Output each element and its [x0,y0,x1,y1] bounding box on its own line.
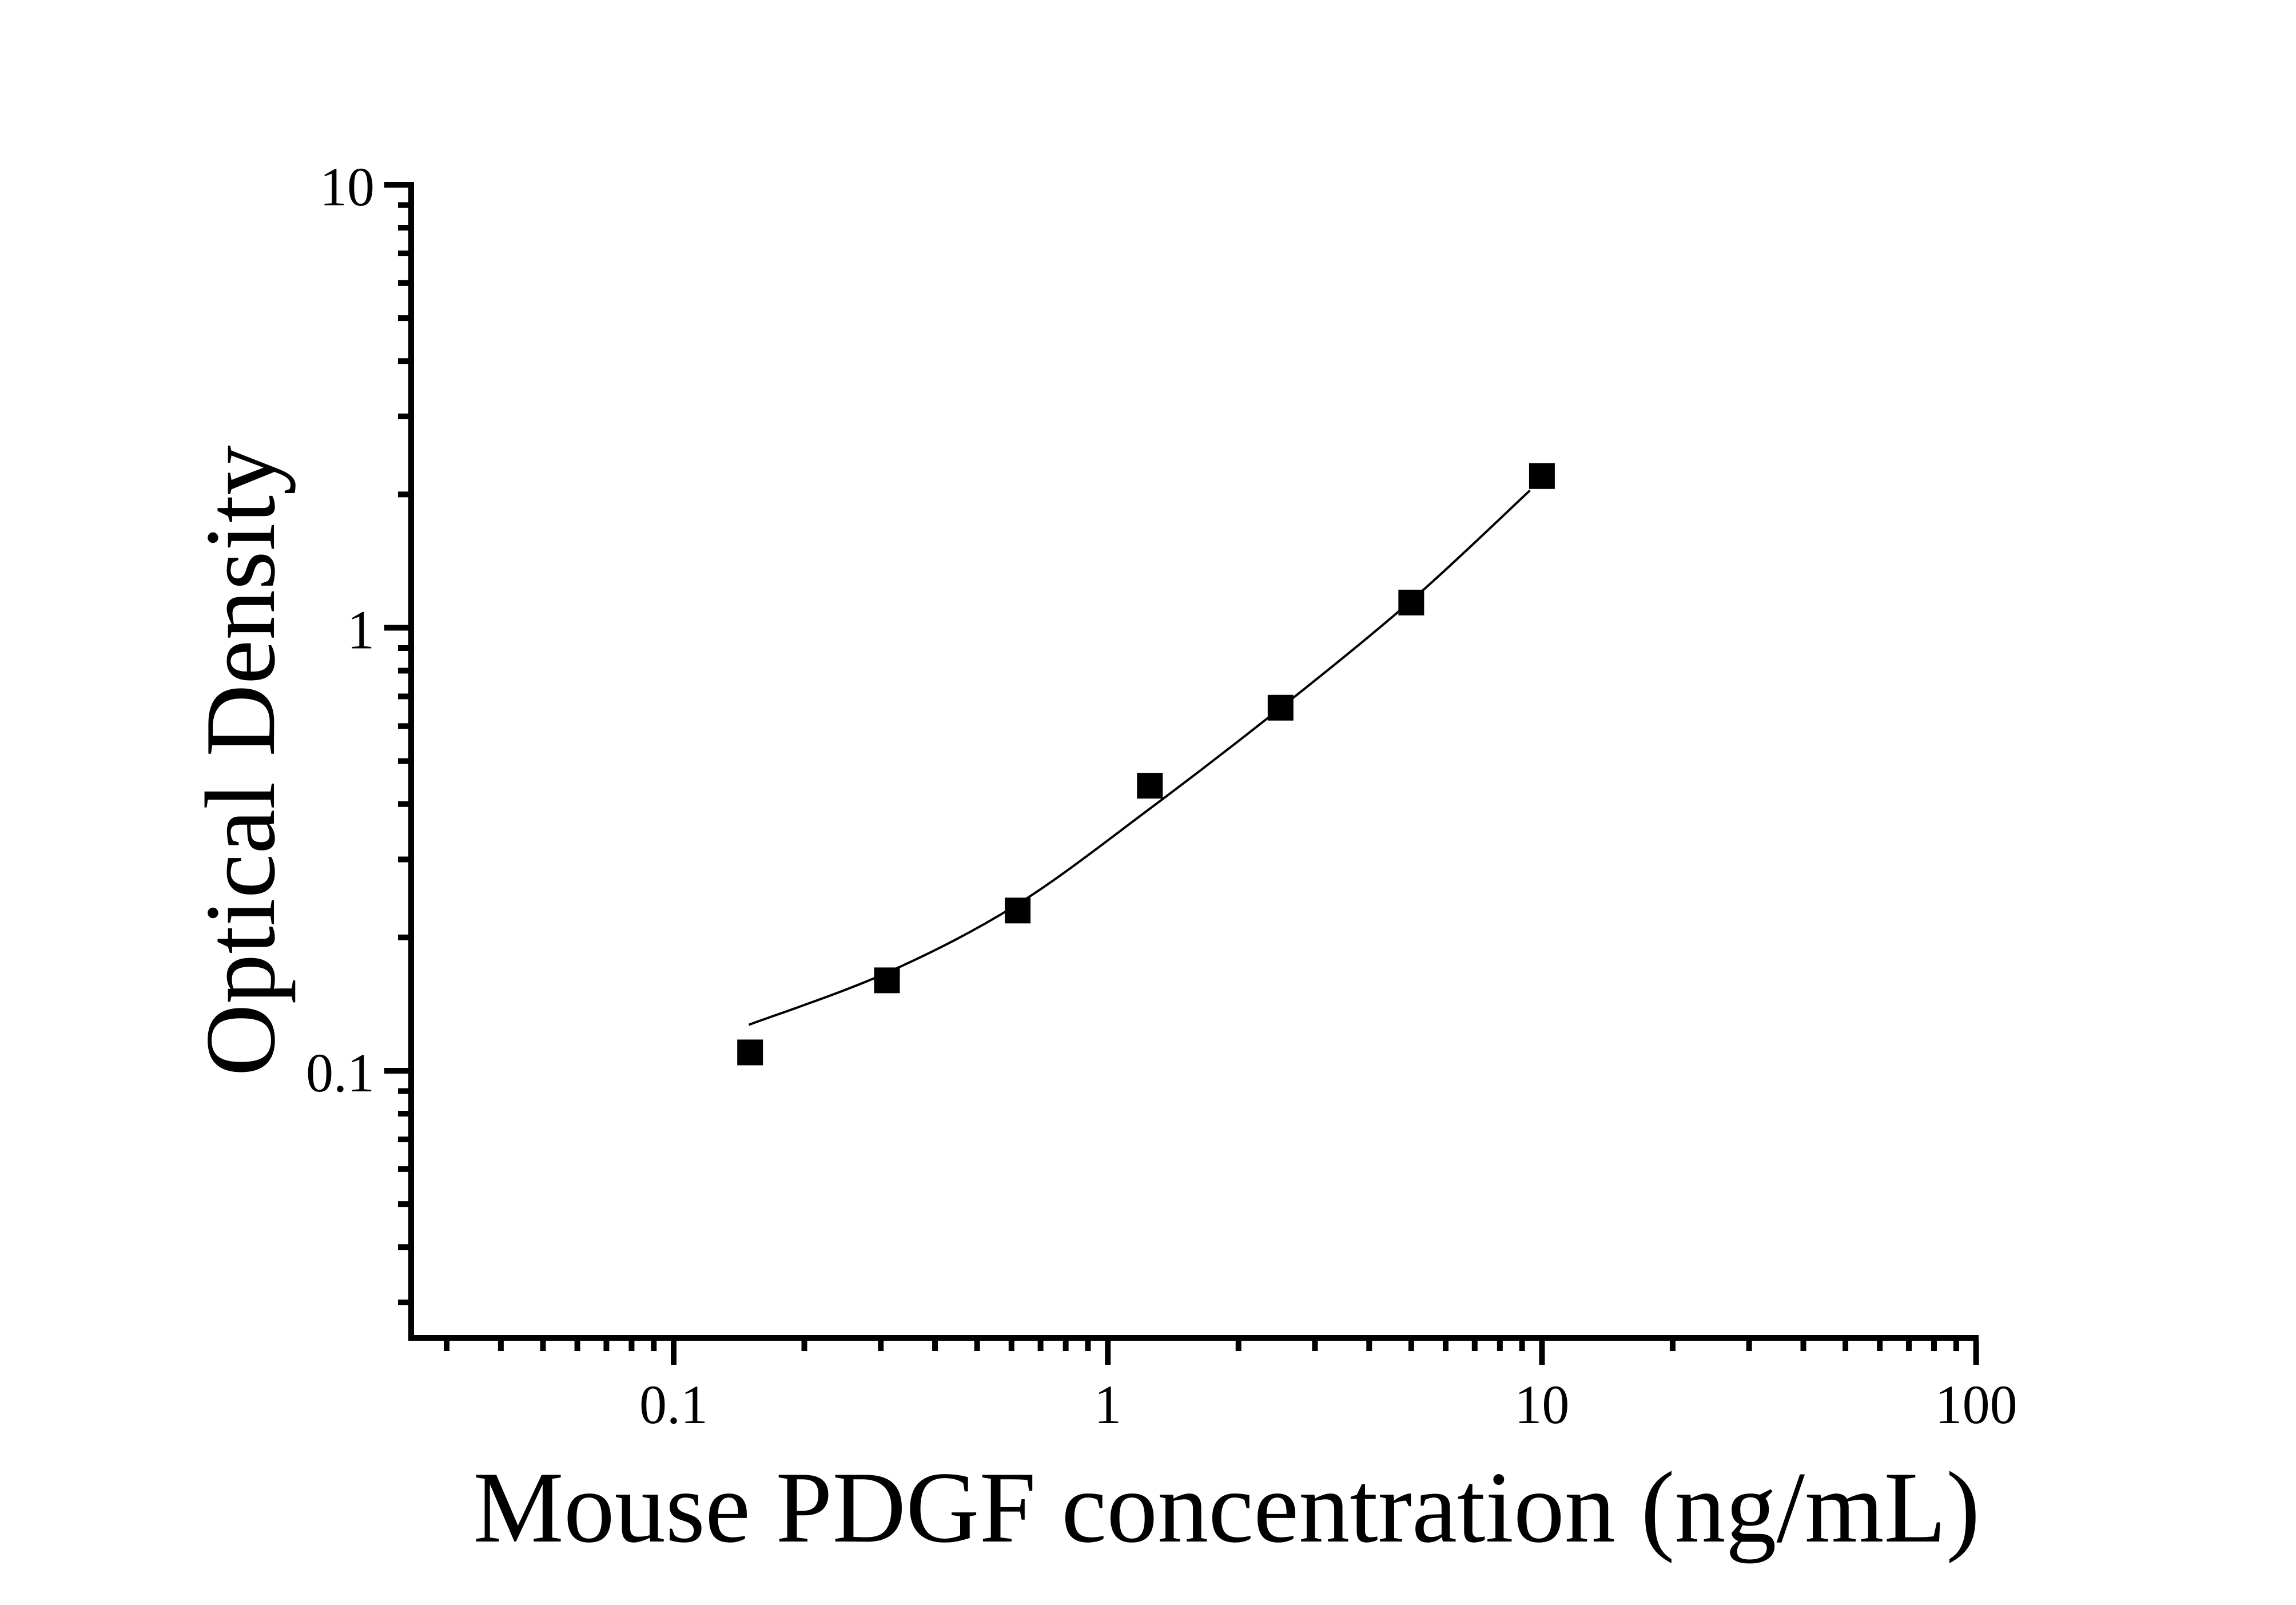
axes-spines [408,182,1979,1341]
x-minor-ticks [444,1341,1959,1351]
y-tick-label: 10 [320,156,375,217]
data-points [737,463,1555,1066]
x-tick-label: 100 [1935,1374,2018,1435]
fit-curve-path [748,489,1531,1026]
x-axis-title: Mouse PDGF concentration (ng/mL) [473,1451,1980,1564]
y-tick-label: 0.1 [306,1042,375,1103]
data-point-square [1529,463,1555,489]
y-tick-labels: 0.1 1 10 [306,156,375,1103]
data-point-square [1005,897,1031,924]
x-tick-label: 10 [1514,1374,1569,1435]
x-major-ticks [671,1341,1979,1365]
x-tick-label: 1 [1094,1374,1121,1435]
data-point-square [1267,694,1294,721]
y-axis-title: Optical Density [185,445,296,1076]
fit-curve [748,489,1531,1026]
y-minor-ticks [398,202,408,1305]
x-tick-label: 0.1 [639,1374,708,1435]
data-point-square [1137,773,1163,799]
data-point-square [737,1039,763,1066]
data-point-square [874,967,900,994]
y-tick-label: 1 [347,599,375,661]
axis-spine [408,182,1979,1341]
y-major-ticks [384,182,408,1074]
x-tick-labels: 0.1 1 10 100 [639,1374,2018,1435]
data-point-square [1398,589,1424,615]
